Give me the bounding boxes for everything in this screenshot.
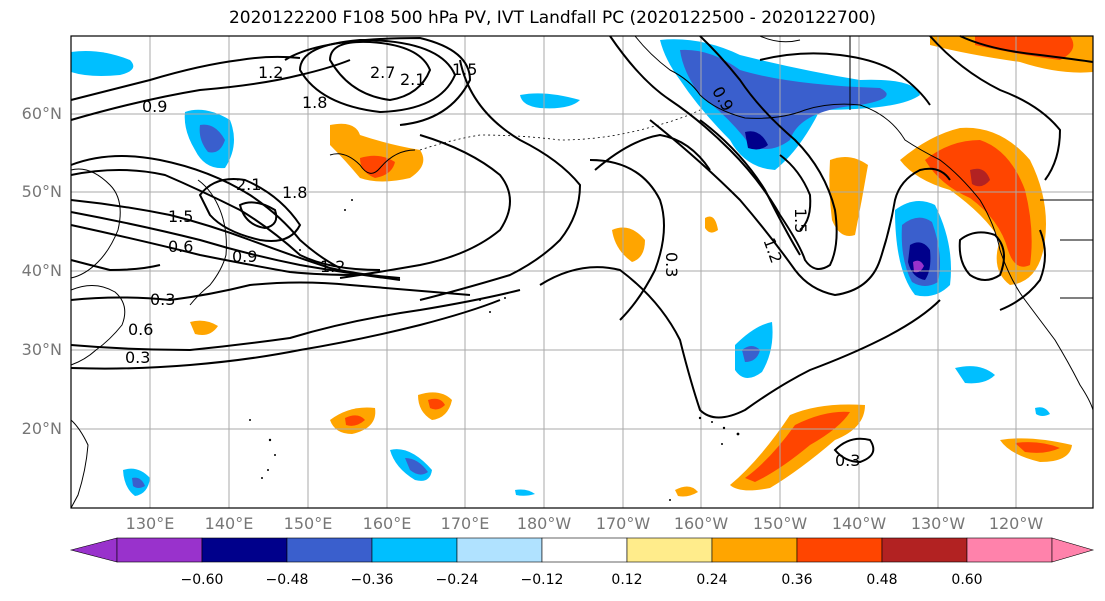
positive-anomaly-region (330, 123, 424, 182)
contour-label: 1.5 (452, 60, 477, 79)
colorbar-bin (456, 537, 543, 563)
colorbar-bin (966, 537, 1053, 563)
positive-anomaly-region (428, 398, 445, 410)
contour-label: 1.2 (258, 63, 283, 82)
contour-label: 2.1 (236, 175, 261, 194)
contour-label: 1.5 (168, 207, 193, 226)
lon-label: 140°E (204, 514, 254, 533)
lat-label: 40°N (21, 261, 62, 280)
contour-label: 0.9 (142, 97, 167, 116)
colorbar (69, 537, 1095, 563)
colorbar-bin (881, 537, 968, 563)
lon-label: 130°E (125, 514, 175, 533)
positive-anomaly-region (925, 140, 1032, 267)
positive-anomaly-region (970, 168, 990, 187)
colorbar-tick: −0.60 (180, 572, 224, 588)
lon-label: 130°W (910, 514, 966, 533)
colorbar-tick: 0.12 (611, 572, 643, 588)
negative-anomaly-region (132, 477, 145, 488)
positive-anomaly-region (829, 156, 868, 236)
negative-anomaly-region (680, 49, 887, 150)
contour-label: 1.2 (320, 257, 345, 276)
lon-label: 160°E (362, 514, 412, 533)
positive-anomaly-region (1015, 442, 1060, 453)
colorbar-bin (541, 537, 628, 563)
negative-anomaly-region (745, 131, 768, 150)
lat-label: 50°N (21, 182, 62, 201)
contour-label: 1.8 (282, 183, 307, 202)
colorbar-tick: −0.48 (265, 572, 309, 588)
lon-label: 170°E (440, 514, 490, 533)
colorbar-tick: 0.36 (781, 572, 813, 588)
anomaly-shading (71, 36, 1093, 497)
colorbar-tick: 0.60 (951, 572, 983, 588)
colorbar-bin (796, 537, 883, 563)
contour-label: 0.9 (232, 247, 257, 266)
lon-label: 180°W (516, 514, 572, 533)
negative-anomaly-region (520, 93, 580, 109)
contour-label: 1.8 (302, 93, 327, 112)
negative-anomaly-region (405, 458, 428, 475)
lon-label: 170°W (595, 514, 651, 533)
negative-anomaly-region (955, 366, 995, 384)
contour-label: 2.1 (400, 70, 425, 89)
contour-label: 0.6 (168, 237, 193, 256)
positive-anomaly-region (675, 486, 698, 497)
colorbar-tick: −0.12 (520, 572, 564, 588)
colorbar-bin (371, 537, 458, 563)
colorbar-max-extend (1051, 537, 1095, 563)
colorbar-bin (286, 537, 373, 563)
lon-label: 150°W (752, 514, 808, 533)
lon-label: 140°W (831, 514, 887, 533)
colorbar-bin (711, 537, 798, 563)
negative-anomaly-region (199, 124, 225, 153)
colorbar-tick: −0.24 (435, 572, 479, 588)
lat-label: 60°N (21, 104, 62, 123)
colorbar-tick: −0.36 (350, 572, 394, 588)
colorbar-bin (626, 537, 713, 563)
positive-anomaly-region (190, 320, 218, 335)
pv-contours (70, 35, 1094, 464)
contour-label: 0.6 (128, 320, 153, 339)
negative-anomaly-region (913, 260, 924, 273)
colorbar-tick: 0.48 (866, 572, 898, 588)
positive-anomaly-region (345, 415, 365, 426)
colorbar-min-extend (69, 537, 118, 563)
coastlines (70, 35, 1094, 509)
positive-anomaly-region (705, 216, 718, 233)
colorbar-bin (116, 537, 203, 563)
colorbar-bin (201, 537, 288, 563)
contour-label: 2.7 (370, 63, 395, 82)
positive-anomaly-region (975, 36, 1074, 60)
lat-label: 20°N (21, 419, 62, 438)
negative-anomaly-region (71, 51, 134, 76)
contour-label: 0.3 (125, 348, 150, 367)
contour-label: 0.3 (150, 290, 175, 309)
contour-label: 0.3 (835, 451, 860, 470)
negative-anomaly-region (1035, 407, 1050, 416)
lon-label: 120°W (988, 514, 1044, 533)
contour-label: 1.5 (791, 208, 810, 233)
positive-anomaly-region (612, 227, 645, 262)
lat-label: 30°N (21, 340, 62, 359)
negative-anomaly-region (515, 489, 535, 496)
map-title: 2020122200 F108 500 hPa PV, IVT Landfall… (228, 8, 876, 28)
lon-label: 150°E (283, 514, 333, 533)
contour-label: 0.3 (662, 252, 681, 277)
colorbar-tick: 0.24 (696, 572, 728, 588)
lon-label: 160°W (673, 514, 729, 533)
